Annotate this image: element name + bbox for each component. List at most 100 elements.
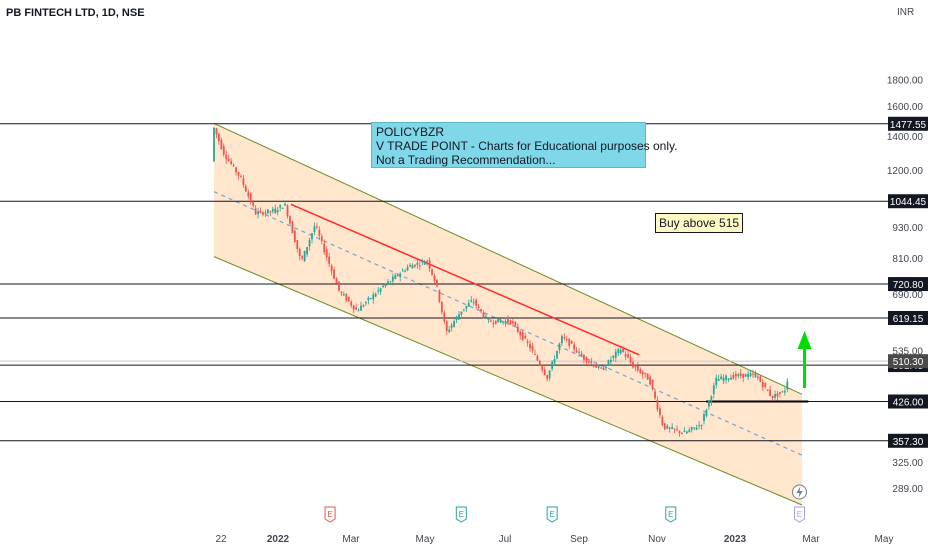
- candle-body: [396, 274, 399, 276]
- candle-body: [526, 341, 529, 343]
- candle-body: [421, 261, 424, 263]
- candle-body: [641, 371, 644, 375]
- candle-body: [240, 176, 242, 178]
- candle-body: [521, 331, 524, 340]
- candle-body: [213, 127, 215, 162]
- candle-body: [685, 431, 688, 434]
- candle-body: [487, 319, 490, 321]
- candle-body: [269, 211, 272, 213]
- earnings-marker-letter: E: [327, 510, 332, 519]
- earnings-marker-letter: E: [668, 510, 673, 519]
- candle-body: [668, 427, 671, 429]
- candle-body: [497, 318, 500, 323]
- candle-body: [614, 351, 617, 358]
- candle-body: [242, 178, 245, 185]
- earnings-marker-icon: [455, 506, 467, 523]
- candle-body: [536, 356, 539, 361]
- candle-body: [597, 366, 600, 368]
- candle-body: [551, 361, 553, 369]
- channel-lower-line: [213, 256, 803, 506]
- candle-body: [431, 269, 433, 275]
- candle-body: [355, 307, 357, 310]
- candle-body: [262, 212, 264, 215]
- candle-body: [722, 377, 725, 382]
- candle-body: [548, 370, 551, 379]
- candle-body: [602, 367, 605, 370]
- candle-body: [330, 265, 333, 271]
- candle-body: [463, 309, 465, 311]
- candle-body: [477, 306, 480, 308]
- candle-body: [715, 377, 718, 386]
- channel-fill: [214, 123, 802, 505]
- candle-body: [612, 355, 615, 358]
- candle-body: [379, 288, 382, 292]
- earnings-marker-icon: [665, 506, 677, 523]
- candle-body: [470, 300, 473, 302]
- x-tick-label: Nov: [648, 534, 666, 545]
- arrow-up-icon: [797, 331, 812, 349]
- candle-body: [661, 416, 664, 426]
- candle-body: [440, 301, 443, 313]
- currency-label: INR: [897, 7, 915, 18]
- earnings-marker-icon: [793, 506, 805, 523]
- candle-body: [516, 326, 519, 332]
- candle-body: [587, 361, 590, 363]
- candle-body: [232, 165, 235, 167]
- candle-body: [644, 372, 647, 374]
- candle-body: [399, 273, 402, 278]
- candle-body: [663, 423, 666, 430]
- candle-body: [504, 321, 507, 324]
- candle-body: [534, 353, 536, 355]
- x-tick-label: May: [875, 534, 894, 545]
- candle-body: [222, 145, 225, 155]
- y-tick-label: 289.00: [892, 484, 923, 495]
- earnings-marker-letter: E: [549, 510, 554, 519]
- candle-body: [624, 354, 627, 357]
- candle-body: [688, 429, 691, 432]
- candle-body: [391, 276, 394, 282]
- candle-body: [683, 430, 686, 433]
- candle-body: [357, 310, 360, 312]
- candle-body: [320, 236, 323, 241]
- candle-body: [757, 376, 759, 378]
- y-tick-label: 1200.00: [887, 166, 924, 177]
- candle-body: [489, 320, 492, 322]
- candle-body: [651, 379, 654, 390]
- candle-body: [590, 361, 593, 364]
- candle-body: [308, 240, 311, 247]
- candle-body: [759, 376, 762, 382]
- candle-body: [754, 373, 757, 377]
- level-tag-label: 1044.45: [890, 197, 927, 208]
- candle-body: [543, 369, 546, 375]
- candle-body: [742, 373, 745, 378]
- candle-body: [485, 316, 487, 318]
- candle-body: [783, 391, 786, 393]
- candle-body: [443, 312, 446, 322]
- candle-body: [700, 424, 703, 426]
- x-tick-label: Mar: [802, 534, 820, 545]
- x-tick-label: 2022: [267, 534, 290, 545]
- candle-body: [553, 359, 556, 364]
- candle-body: [316, 226, 318, 228]
- candle-body: [627, 354, 629, 358]
- candle-body: [717, 379, 720, 381]
- candle-body: [303, 250, 306, 262]
- y-tick-label: 1400.00: [887, 132, 924, 143]
- candle-body: [472, 302, 475, 304]
- candle-body: [519, 331, 522, 336]
- candle-body: [771, 395, 774, 398]
- candle-body: [340, 292, 343, 294]
- candle-body: [747, 373, 749, 377]
- y-tick-label: 1600.00: [887, 102, 924, 113]
- candle-body: [619, 349, 622, 354]
- symbol-title[interactable]: PB FINTECH LTD, 1D, NSE: [6, 7, 145, 19]
- candle-body: [465, 305, 468, 309]
- level-tag-label: 720.80: [893, 280, 924, 291]
- candle-body: [766, 389, 769, 391]
- candle-body: [737, 374, 740, 376]
- candle-body: [365, 302, 367, 304]
- candle-body: [541, 366, 544, 371]
- buy-callout: Buy above 515: [655, 213, 744, 233]
- candle-body: [423, 262, 426, 265]
